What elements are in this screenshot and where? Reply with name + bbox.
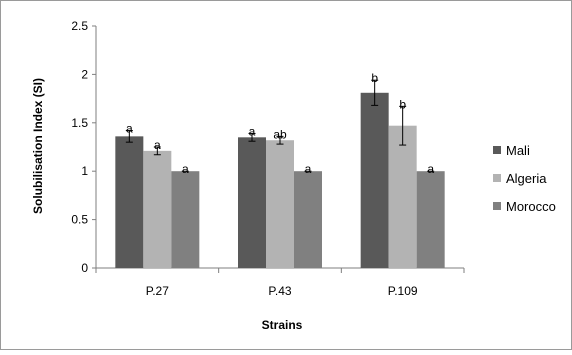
y-axis-title: Solubilisation Index (SI) bbox=[31, 78, 45, 214]
significance-label: b bbox=[399, 97, 406, 111]
bar-algeria-p27 bbox=[143, 150, 172, 268]
y-tick-label: 0.5 bbox=[71, 213, 88, 227]
bar-mali-p43 bbox=[238, 137, 266, 268]
significance-label: ab bbox=[273, 127, 287, 141]
bar-algeria-p109 bbox=[388, 125, 417, 268]
x-tick-label: P.27 bbox=[146, 284, 169, 298]
bar-morocco-p109 bbox=[416, 171, 445, 268]
legend-swatch-algeria bbox=[493, 174, 501, 182]
legend-swatch-mali bbox=[493, 146, 501, 154]
y-tick-label: 2 bbox=[81, 67, 88, 81]
bar-algeria-p43 bbox=[266, 140, 294, 268]
legend-label-mali: Mali bbox=[506, 143, 530, 158]
legend-swatch-morocco bbox=[493, 202, 501, 210]
x-tick-label: P.109 bbox=[388, 284, 418, 298]
bar-mali-p109 bbox=[360, 92, 389, 269]
y-tick-label: 1.5 bbox=[71, 116, 88, 130]
legend-label-morocco: Morocco bbox=[506, 199, 556, 214]
bar-mali-p27 bbox=[115, 136, 144, 268]
significance-label: a bbox=[126, 122, 133, 136]
x-axis-title: Strains bbox=[262, 318, 303, 332]
significance-label: b bbox=[371, 71, 378, 85]
bar-morocco-p43 bbox=[294, 171, 322, 268]
significance-label: a bbox=[182, 162, 189, 176]
significance-label: a bbox=[427, 162, 434, 176]
x-tick-label: P.43 bbox=[268, 284, 291, 298]
y-tick-label: 1 bbox=[81, 164, 88, 178]
significance-label: a bbox=[249, 124, 256, 138]
y-tick-label: 2.5 bbox=[71, 19, 88, 33]
y-tick-label: 0 bbox=[81, 261, 88, 275]
bar-morocco-p27 bbox=[171, 171, 200, 268]
significance-label: a bbox=[154, 138, 161, 152]
significance-label: a bbox=[305, 162, 312, 176]
legend-label-algeria: Algeria bbox=[506, 171, 547, 186]
